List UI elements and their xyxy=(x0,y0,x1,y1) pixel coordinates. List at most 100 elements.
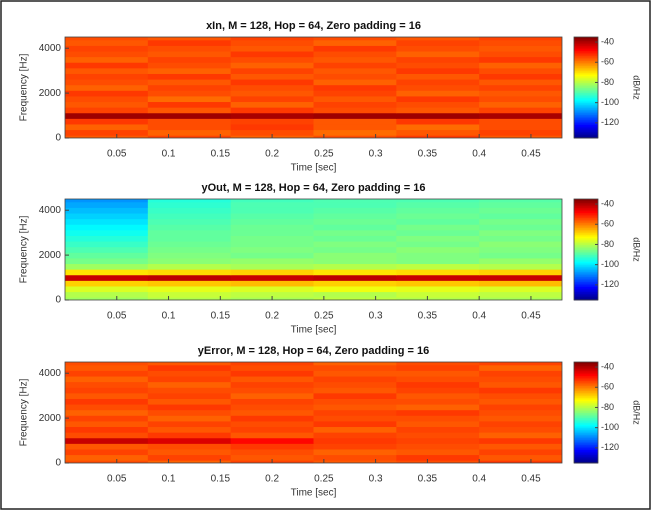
colorbar-segment xyxy=(574,410,598,413)
heatmap-cell xyxy=(230,291,314,298)
heatmap-cell xyxy=(313,274,397,281)
heatmap-cell xyxy=(230,392,314,399)
colorbar-segment xyxy=(574,79,598,82)
heatmap-cell xyxy=(147,392,232,399)
colorbar-tick-label: -100 xyxy=(601,259,619,269)
colorbar-segment xyxy=(574,387,598,390)
heatmap-cell xyxy=(313,95,397,103)
heatmap-cell xyxy=(147,460,232,463)
heatmap-cell xyxy=(65,409,149,416)
heatmap-cell xyxy=(230,246,314,253)
colorbar-segment xyxy=(574,199,598,202)
colorbar-segment xyxy=(574,283,598,286)
colorbar-segment xyxy=(574,215,598,219)
heatmap-cell xyxy=(147,229,232,236)
heatmap-cell xyxy=(147,370,232,377)
heatmap-cell xyxy=(396,415,480,422)
colorbar-segment xyxy=(574,446,598,449)
colorbar-segment xyxy=(574,65,598,68)
heatmap-cell xyxy=(230,118,314,125)
heatmap-cell xyxy=(65,381,149,388)
heatmap-cell xyxy=(396,437,480,444)
heatmap-cell xyxy=(479,443,562,450)
colorbar-segment xyxy=(574,407,598,410)
heatmap-cell xyxy=(396,246,480,253)
heatmap-cell xyxy=(147,362,232,366)
heatmap-cell xyxy=(147,123,232,131)
y-tick-label: 4000 xyxy=(39,368,62,379)
colorbar-segment xyxy=(574,242,598,245)
heatmap-cell xyxy=(65,73,149,80)
colorbar-segment xyxy=(574,82,598,85)
colorbar-label: dB/Hz xyxy=(632,237,642,262)
colorbar-segment xyxy=(574,239,598,242)
heatmap-cell xyxy=(396,67,480,74)
colorbar-segment xyxy=(574,45,598,48)
heatmap-cell xyxy=(479,432,562,439)
heatmap-cell xyxy=(313,370,397,377)
heatmap-cell xyxy=(396,39,480,46)
heatmap-cell xyxy=(313,62,397,69)
heatmap-cell xyxy=(313,291,397,298)
heatmap-cell xyxy=(65,404,149,411)
colorbar-segment xyxy=(574,420,598,424)
heatmap-cell xyxy=(230,409,314,416)
heatmap-cell xyxy=(147,112,232,119)
colorbar-tick-label: -80 xyxy=(601,239,614,249)
heatmap-cell xyxy=(479,235,562,242)
heatmap xyxy=(65,37,562,138)
heatmap-cell xyxy=(230,398,314,405)
colorbar-segment xyxy=(574,109,598,112)
heatmap-cell xyxy=(396,45,480,52)
heatmap-cell xyxy=(396,387,480,394)
colorbar-segment xyxy=(574,55,598,58)
heatmap-cell xyxy=(147,387,232,394)
heatmap-cell xyxy=(147,409,232,416)
heatmap-cell xyxy=(396,252,480,259)
heatmap-cell xyxy=(313,229,397,236)
heatmap-cell xyxy=(396,229,480,236)
colorbar-segment xyxy=(574,48,598,51)
heatmap-cell xyxy=(65,235,149,242)
colorbar-segment xyxy=(574,210,598,213)
heatmap-cell xyxy=(396,263,480,270)
heatmap-cell xyxy=(479,62,562,69)
heatmap-cell xyxy=(313,213,397,220)
heatmap-cell xyxy=(65,112,149,119)
heatmap-cell xyxy=(230,218,314,225)
heatmap-cell xyxy=(65,39,149,46)
heatmap-cell xyxy=(479,381,562,388)
heatmap-cell xyxy=(479,409,562,416)
x-tick-label: 0.4 xyxy=(472,149,486,160)
colorbar-segment xyxy=(574,254,598,257)
colorbar-segment xyxy=(574,385,598,388)
heatmap-cell xyxy=(65,280,149,287)
heatmap-cell xyxy=(396,432,480,439)
heatmap-cell xyxy=(147,443,232,450)
colorbar-segment xyxy=(574,383,598,387)
colorbar-segment xyxy=(574,60,598,63)
heatmap-cell xyxy=(396,213,480,220)
heatmap-cell xyxy=(479,415,562,422)
colorbar-segment xyxy=(574,461,598,464)
heatmap-cell xyxy=(396,370,480,377)
heatmap-cell xyxy=(230,263,314,270)
heatmap-cell xyxy=(396,123,480,131)
colorbar-segment xyxy=(574,382,598,385)
heatmap-cell xyxy=(479,404,562,411)
x-tick-label: 0.35 xyxy=(418,474,438,485)
colorbar-segment xyxy=(574,100,598,104)
x-tick-label: 0.15 xyxy=(211,311,231,322)
heatmap-cell xyxy=(313,364,397,371)
heatmap-cell xyxy=(230,95,314,103)
heatmap-cell xyxy=(479,426,562,433)
heatmap-cell xyxy=(65,297,149,300)
heatmap-cell xyxy=(65,398,149,405)
heatmap-cell xyxy=(396,218,480,225)
heatmap-cell xyxy=(65,199,149,203)
heatmap-cell xyxy=(396,118,480,125)
heatmap-cell xyxy=(479,45,562,52)
heatmap-cell xyxy=(479,291,562,298)
heatmap-cell xyxy=(479,297,562,300)
heatmap-cell xyxy=(230,107,314,114)
